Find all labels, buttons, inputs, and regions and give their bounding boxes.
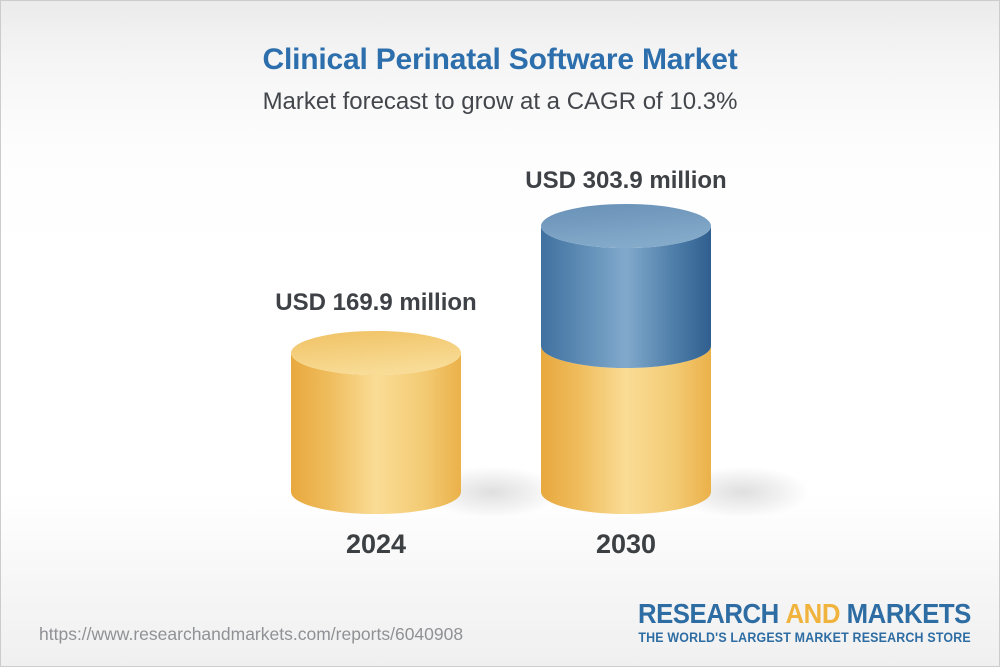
page-title: Clinical Perinatal Software Market: [262, 43, 738, 76]
value-label-2024: USD 169.9 million: [275, 289, 477, 316]
logo-tagline: THE WORLD'S LARGEST MARKET RESEARCH STOR…: [638, 630, 971, 645]
logo-word-markets: MARKETS: [846, 598, 972, 629]
logo-word-research: RESEARCH: [638, 598, 780, 629]
bar-2030-growth-segment: [541, 226, 711, 368]
category-label-2024: 2024: [345, 529, 407, 559]
bar-2030-top-face: [541, 204, 711, 248]
research-and-markets-logo[interactable]: RESEARCH AND MARKETS THE WORLD'S LARGEST…: [638, 599, 971, 646]
report-url-link[interactable]: https://www.researchandmarkets.com/repor…: [39, 624, 464, 644]
bar-2030-cylinder: [541, 204, 711, 514]
bar-2024-top-face: [291, 331, 461, 375]
bar-2024-cylinder: [291, 331, 461, 514]
logo-word-and: AND: [785, 598, 841, 629]
page-subtitle: Market forecast to grow at a CAGR of 10.…: [262, 88, 738, 115]
value-label-2030: USD 303.9 million: [525, 167, 727, 194]
bar-2030-base-segment: [541, 346, 711, 514]
category-label-2030: 2030: [595, 529, 657, 559]
logo-wordmark: RESEARCH AND MARKETS: [638, 599, 971, 629]
bar-2024-body: [291, 353, 461, 514]
